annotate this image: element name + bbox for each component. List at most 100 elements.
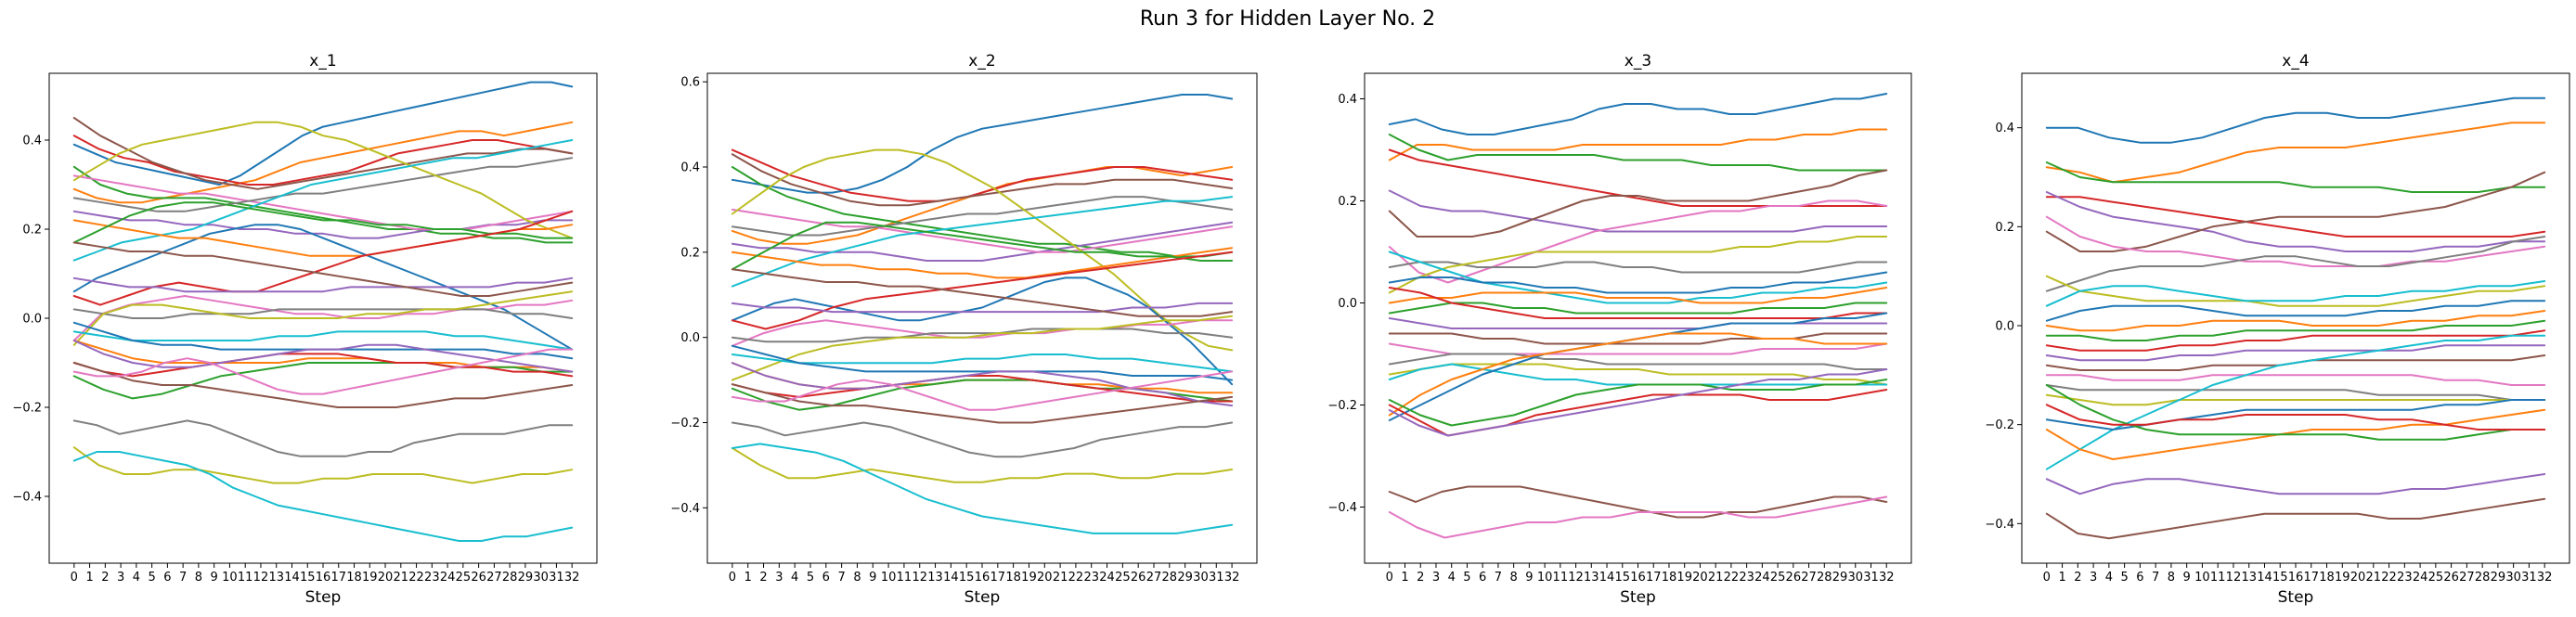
y-tick-label: −0.4 <box>1985 518 2014 532</box>
x-tick-label: 0 <box>71 571 78 585</box>
subplot-1: x_1−0.4−0.20.00.20.40 1 2 3 4 5 6 7 8 9 10 11 12 13 14… <box>12 52 598 607</box>
x-tick-label: 8 <box>195 571 202 585</box>
x-tick-label: 24 <box>1099 571 1115 585</box>
x-tick-label: 7 <box>2152 571 2159 585</box>
x-tick-label: 25 <box>1770 571 1786 585</box>
series-line-5 <box>731 221 1234 262</box>
series-group <box>72 81 574 542</box>
subplot-title: x_4 <box>2282 52 2309 71</box>
x-tick-label: 1 <box>85 571 93 585</box>
x-tick-label: 8 <box>2168 571 2175 585</box>
x-tick-label: 16 <box>2288 571 2304 585</box>
series-line-3 <box>1388 134 1888 172</box>
x-tick-label: 30 <box>1847 571 1863 585</box>
x-tick-label: 26 <box>2443 571 2459 585</box>
x-tick-label: 32 <box>1224 571 1240 585</box>
series-line-1 <box>72 81 574 186</box>
x-tick-label: 28 <box>1817 571 1832 585</box>
x-tick-label: 25 <box>2428 571 2444 585</box>
series-line-15 <box>1388 317 1888 329</box>
x-tick-label: 26 <box>1786 571 1802 585</box>
x-tick-label: 3 <box>2090 571 2097 585</box>
series-line-12 <box>1388 287 1888 304</box>
series-line-30 <box>72 451 574 542</box>
x-tick-label: 6 <box>1479 571 1486 585</box>
x-tick-label: 13 <box>2241 571 2257 585</box>
x-tick-label: 4 <box>1448 571 1456 585</box>
series-line-21 <box>731 344 1234 381</box>
x-tick-label: 14 <box>1599 571 1615 585</box>
x-tick-label: 3 <box>775 571 783 585</box>
series-line-26 <box>1388 485 1888 519</box>
x-tick-label: 3 <box>117 571 124 585</box>
series-line-5 <box>1388 189 1888 233</box>
x-tick-label: 13 <box>268 571 284 585</box>
series-line-18 <box>1388 353 1888 370</box>
x-tick-label: 26 <box>471 571 486 585</box>
series-group <box>1388 93 1888 539</box>
x-tick-label: 10 <box>881 571 897 585</box>
series-line-2 <box>2045 122 2546 184</box>
series-line-2 <box>72 121 574 204</box>
x-tick-label: 4 <box>791 571 798 585</box>
series-line-22 <box>731 362 1234 394</box>
x-tick-label: 15 <box>300 571 316 585</box>
x-tick-label: 31 <box>1209 571 1224 585</box>
series-line-7 <box>2045 215 2546 267</box>
x-tick-label: 7 <box>1495 571 1502 585</box>
series-line-7 <box>731 208 1234 253</box>
x-tick-label: 23 <box>1739 571 1754 585</box>
x-tick-label: 21 <box>1053 571 1068 585</box>
x-tick-label: 25 <box>456 571 472 585</box>
x-tick-label: 21 <box>2366 571 2382 585</box>
series-line-13 <box>731 221 1234 271</box>
x-tick-label: 5 <box>807 571 814 585</box>
x-tick-label: 22 <box>2381 571 2397 585</box>
y-tick-label: −0.2 <box>670 417 700 431</box>
x-tick-label: 15 <box>959 571 975 585</box>
series-line-20 <box>72 330 574 351</box>
series-line-17 <box>731 319 1234 347</box>
x-tick-label: 17 <box>330 571 346 585</box>
x-tick-label: 6 <box>163 571 171 585</box>
series-line-5 <box>2045 191 2546 252</box>
x-tick-label: 25 <box>1115 571 1131 585</box>
x-tick-label: 6 <box>822 571 830 585</box>
x-tick-label: 26 <box>1131 571 1146 585</box>
x-axis-label: Step <box>2278 588 2314 607</box>
series-line-30 <box>731 443 1234 534</box>
y-tick-label: 0.6 <box>680 76 700 90</box>
x-tick-label: 11 <box>2210 571 2226 585</box>
x-tick-label: 12 <box>2226 571 2242 585</box>
series-line-8 <box>1388 261 1888 274</box>
series-line-29 <box>731 447 1234 483</box>
x-tick-label: 1 <box>1401 571 1408 585</box>
x-tick-label: 32 <box>1879 571 1895 585</box>
subplot-2: x_2−0.4−0.20.00.20.40.60 1 2 3 4 5 6 7 8 9 10 11 12 1… <box>670 52 1258 607</box>
x-tick-label: 2 <box>101 571 109 585</box>
x-tick-label: 24 <box>2413 571 2428 585</box>
series-line-20 <box>2045 334 2546 470</box>
series-line-1 <box>2045 96 2546 144</box>
x-tick-label: 24 <box>1754 571 1770 585</box>
series-line-7 <box>1388 199 1888 284</box>
series-line-1 <box>1388 93 1888 135</box>
x-tick-label: 22 <box>1724 571 1740 585</box>
series-line-26 <box>731 383 1234 424</box>
x-tick-label: 15 <box>1614 571 1630 585</box>
series-line-9 <box>2045 275 2546 307</box>
x-tick-label: 19 <box>1676 571 1692 585</box>
x-tick-label: 30 <box>1193 571 1209 585</box>
x-tick-label: 17 <box>1646 571 1662 585</box>
figure-title: Run 3 for Hidden Layer No. 2 <box>1140 7 1435 31</box>
series-line-19 <box>1388 363 1888 386</box>
series-line-13 <box>2045 319 2546 341</box>
x-tick-label: 32 <box>564 571 580 585</box>
x-tick-label: 4 <box>2105 571 2113 585</box>
x-tick-label: 0 <box>2043 571 2051 585</box>
x-tick-label: 14 <box>284 571 300 585</box>
x-tick-label: 0 <box>1386 571 1393 585</box>
x-tick-label: 20 <box>1037 571 1053 585</box>
y-tick-label: 0.0 <box>22 313 42 327</box>
